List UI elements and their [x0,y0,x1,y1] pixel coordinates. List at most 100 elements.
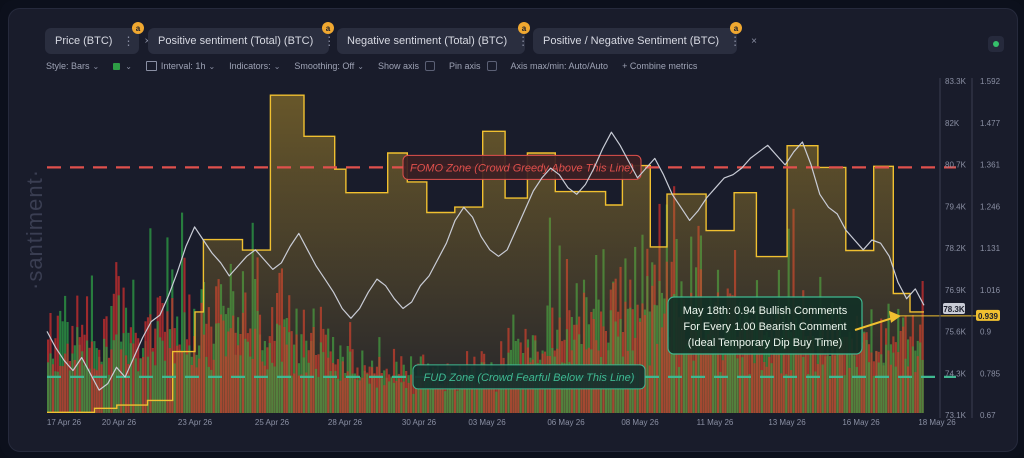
sentiment-bar [159,337,162,413]
x-tick-label: 28 Apr 26 [328,418,363,427]
indicators-dropdown[interactable]: Indicators: ⌄ [229,61,280,71]
sentiment-bar [112,340,115,413]
arrow-head-icon [889,310,901,323]
price-tick-label: 83.3K [945,77,967,86]
alert-badge: a [322,22,334,34]
sentiment-bar [146,356,150,413]
current-price-label: 78.3K [943,305,965,314]
settings-icon [993,41,999,47]
sentiment-bar [115,334,118,413]
sentiment-bar [144,321,147,413]
sentiment-bar [110,349,113,413]
interval-dropdown[interactable]: Interval: 1h ⌄ [145,61,215,71]
sentiment-bar [120,349,123,413]
axis-maxmin-dropdown[interactable]: Axis max/min: Auto/Auto [511,61,609,71]
x-tick-label: 20 Apr 26 [102,418,137,427]
style-label: Style: Bars [46,61,90,71]
show-axis-toggle[interactable]: Show axis [378,61,435,71]
x-tick-label: 16 May 26 [842,418,880,427]
checkbox-icon [486,61,497,71]
sentiment-bar [98,349,101,413]
sentiment-bar [88,368,91,413]
reference-lines: FOMO Zone (Crowd Greedy Above This Line)… [47,154,956,390]
metric-chip[interactable]: Positive sentiment (Total) (BTC)⋮×a [148,22,351,54]
sentiment-bar [66,343,69,413]
more-options-icon[interactable]: ⋮ [517,34,530,48]
color-swatch-icon [113,62,121,70]
close-icon[interactable]: × [751,35,757,47]
pin-axis-label: Pin axis [449,61,481,71]
sentiment-bar [49,353,52,413]
metric-chip[interactable]: Price (BTC) ⋮ ×a [45,22,150,54]
x-tick-label: 25 Apr 26 [255,418,290,427]
price-tick-label: 74.3K [945,369,967,378]
sentiment-bar [51,364,55,413]
price-tick-label: 75.6K [945,328,967,337]
x-tick-label: 23 Apr 26 [178,418,213,427]
current-ratio-label: 0.939 [978,312,999,321]
sentiment-bar [59,310,62,413]
sentiment-bar [78,337,81,413]
more-options-icon[interactable]: ⋮ [122,34,135,48]
alert-badge: a [132,22,144,34]
smoothing-label: Smoothing: Off [294,61,355,71]
sentiment-bar [47,362,50,413]
sentiment-bar [81,351,84,413]
fud-label: FUD Zone (Crowd Fearful Below This Line) [424,372,635,384]
close-icon[interactable]: × [144,36,150,47]
sentiment-bar [107,374,111,413]
settings-button[interactable] [988,36,1004,52]
x-tick-label: 17 Apr 26 [47,418,82,427]
current-price-badge [943,303,965,314]
metric-chip[interactable]: Positive / Negative Sentiment (BTC) ⋮ × a [533,22,757,54]
metric-label: Positive sentiment (Total) (BTC) [158,35,314,47]
ratio-tick-label: 0.9 [980,328,992,337]
x-tick-label: 03 May 26 [468,418,506,427]
sentiment-bar [59,365,62,413]
x-tick-label: 08 May 26 [621,418,659,427]
combine-metrics-button[interactable]: + Combine metrics [622,61,697,71]
sentiment-bar [117,295,120,413]
x-tick-label: 30 Apr 26 [402,418,437,427]
fomo-label-box [402,154,642,180]
metric-label: Positive / Negative Sentiment (BTC) [543,35,720,47]
sentiment-bar [132,343,135,413]
sentiment-bar [71,353,74,413]
sentiment-bar [156,321,159,413]
x-tick-label: 13 May 26 [768,418,806,427]
price-tick-label: 80.7K [945,161,967,170]
sentiment-bar [166,311,169,413]
sentiment-bar [151,351,154,413]
sentiment-bar [56,315,59,413]
chevron-down-icon: ⌄ [273,61,281,71]
combine-metrics-label: + Combine metrics [622,61,698,71]
ratio-line [47,94,924,413]
x-tick-label: 11 May 26 [697,418,734,427]
sentiment-bar [122,333,125,413]
smoothing-dropdown[interactable]: Smoothing: Off ⌄ [294,61,364,71]
color-picker[interactable]: ⌄ [113,62,132,71]
ratio-tick-label: 1.592 [980,77,1001,86]
more-options-icon[interactable]: ⋮ [323,34,336,48]
sentiment-bar [139,358,142,413]
metric-chip[interactable]: Negative sentiment (Total) (BTC)⋮×a [337,22,545,54]
sentiment-bar [149,314,152,413]
more-options-icon[interactable]: ⋮ [729,34,742,48]
annotation-arrow [854,316,894,331]
ratio-tick-label: 1.246 [980,202,1001,211]
sentiment-bar [76,327,79,413]
sentiment-bar [64,353,67,413]
price-tick-label: 82K [945,119,960,128]
sentiment-bar [142,357,145,413]
chart-toolbar: Style: Bars ⌄ ⌄ Interval: 1h ⌄ Indicators:… [46,59,711,73]
sentiment-bar [163,360,167,413]
pin-axis-toggle[interactable]: Pin axis [449,61,497,71]
sentiment-bar [68,370,72,413]
price-series [46,131,925,391]
ratio-tick-label: 0.67 [980,411,996,420]
sentiment-bar [73,359,76,413]
sentiment-bar [85,340,89,413]
style-dropdown[interactable]: Style: Bars ⌄ [46,61,99,71]
